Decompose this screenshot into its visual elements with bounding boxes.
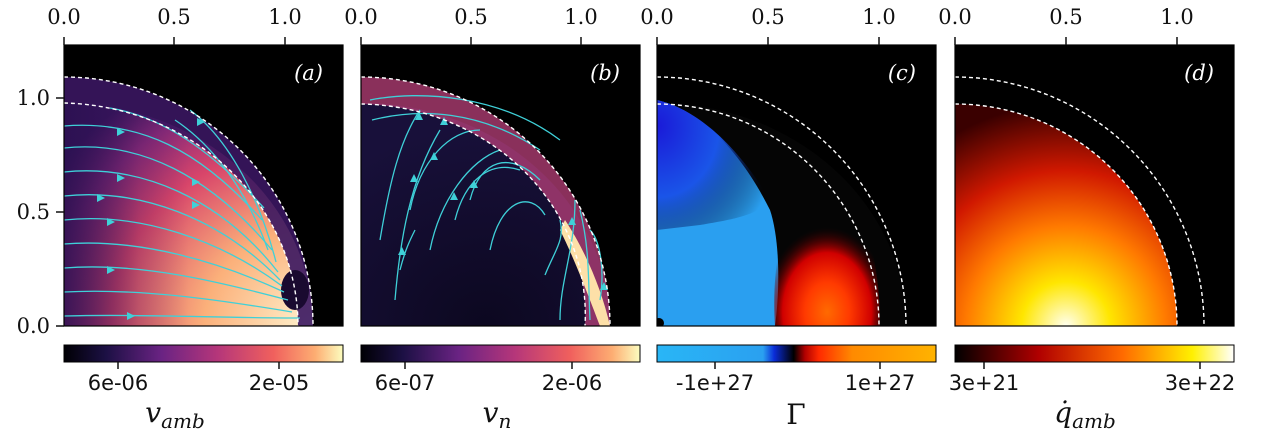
- colorbar-d-tick: 3e+21: [949, 371, 1020, 395]
- panel-d-xtick: 0.5: [1049, 5, 1082, 29]
- panel-c-label: (c): [888, 61, 916, 85]
- panel-c-x-axis: 0.0 0.5 1.0: [640, 5, 896, 45]
- panel-b-bright-band: [560, 220, 610, 326]
- colorbar-c-label: Γ: [786, 398, 805, 431]
- colorbar-d-label: q̇amb: [1054, 396, 1116, 433]
- panel-b-xtick: 0.5: [454, 5, 487, 29]
- panel-a-xtick: 1.0: [268, 5, 301, 29]
- panel-a-inner-boundary: [63, 102, 299, 327]
- colorbar-c-bar: [656, 344, 937, 363]
- panel-a-frame: [63, 44, 344, 327]
- panel-a-shell: [64, 77, 313, 326]
- panel-c-inner-boundary: [656, 103, 880, 327]
- panel-d-inner-boundary: [954, 103, 1178, 327]
- panel-a-dark-spot: [281, 270, 309, 310]
- colorbar-a: 6e-06 2e-05 vamb: [63, 344, 344, 433]
- panel-d-x-axis: 0.0 0.5 1.0: [938, 5, 1194, 45]
- colorbar-b-label: vn: [483, 396, 512, 433]
- panel-b-xtick: 0.0: [344, 5, 377, 29]
- panel-a-arrows: [97, 118, 205, 320]
- panel-d: (d): [954, 44, 1235, 327]
- panel-b-xtick: 1.0: [564, 5, 597, 29]
- colorbar-b: 6e-07 2e-06 vn: [360, 344, 641, 433]
- panel-b: (b): [360, 44, 641, 327]
- panel-c-positive-region: [774, 185, 880, 326]
- panel-d-xtick: 1.0: [1160, 5, 1193, 29]
- panel-b-frame: [360, 44, 641, 327]
- panel-b-outer-boundary: [360, 76, 611, 327]
- panel-b-inner-boundary: [360, 103, 587, 327]
- panel-b-x-axis: 0.0 0.5 1.0: [344, 5, 598, 45]
- colorbar-c-tick: 1e+27: [845, 371, 916, 395]
- panel-a-x-axis: 0.0 0.5 1.0: [47, 5, 302, 45]
- panel-d-field: [955, 104, 1177, 326]
- panel-c-origin-dot: [657, 318, 664, 326]
- panel-a-xtick: 0.5: [157, 5, 190, 29]
- colorbar-c: -1e+27 1e+27 Γ: [656, 344, 937, 431]
- panel-a-outer-boundary: [63, 76, 314, 327]
- panel-b-label: (b): [590, 61, 620, 85]
- colorbar-b-tick: 6e-07: [375, 371, 436, 395]
- panel-c-xtick: 0.0: [640, 5, 673, 29]
- colorbar-d: 3e+21 3e+22 q̇amb: [949, 344, 1236, 433]
- panel-a-ytick: 0.5: [17, 200, 50, 224]
- panel-c-outer-boundary: [656, 76, 907, 327]
- x-axes: 0.0 0.5 1.0 0.0 0.5 1.0 0.0 0.5 1.0 0.0 …: [47, 5, 1194, 45]
- panel-a-field-shade: [64, 103, 313, 326]
- panel-a-ytick: 1.0: [17, 86, 50, 110]
- panel-a-ytick: 0.0: [17, 314, 50, 338]
- panel-c-xtick: 1.0: [862, 5, 895, 29]
- colorbar-b-bar: [360, 344, 641, 363]
- panel-a: (a): [63, 44, 344, 327]
- colorbar-d-bar: [954, 344, 1235, 363]
- panel-c-xtick: 0.5: [751, 5, 784, 29]
- panel-a-xtick: 0.0: [47, 5, 80, 29]
- colorbar-d-tick: 3e+22: [1165, 371, 1236, 395]
- colorbar-a-tick: 6e-06: [88, 371, 149, 395]
- colorbar-a-tick: 2e-05: [249, 371, 310, 395]
- colorbar-a-bar: [63, 344, 344, 363]
- colorbar-a-label: vamb: [145, 396, 205, 433]
- panel-b-shell: [361, 77, 610, 326]
- panel-a-streamlines: [64, 107, 301, 319]
- colorbar-c-tick: -1e+27: [676, 371, 754, 395]
- panel-c-negative-core: [657, 100, 770, 230]
- panel-d-label: (d): [1184, 61, 1214, 85]
- colorbar-b-tick: 2e-06: [542, 371, 603, 395]
- panel-b-field: [361, 103, 610, 326]
- panel-b-arrows: [398, 112, 608, 290]
- panel-c: (c): [656, 44, 937, 327]
- panel-c-frame: [656, 44, 937, 327]
- panel-d-outer-boundary: [954, 76, 1205, 327]
- panel-a-label: (a): [294, 61, 323, 85]
- panel-a-y-axis: 0.0 0.5 1.0: [17, 86, 64, 338]
- panel-d-xtick: 0.0: [938, 5, 971, 29]
- panel-d-frame: [954, 44, 1235, 327]
